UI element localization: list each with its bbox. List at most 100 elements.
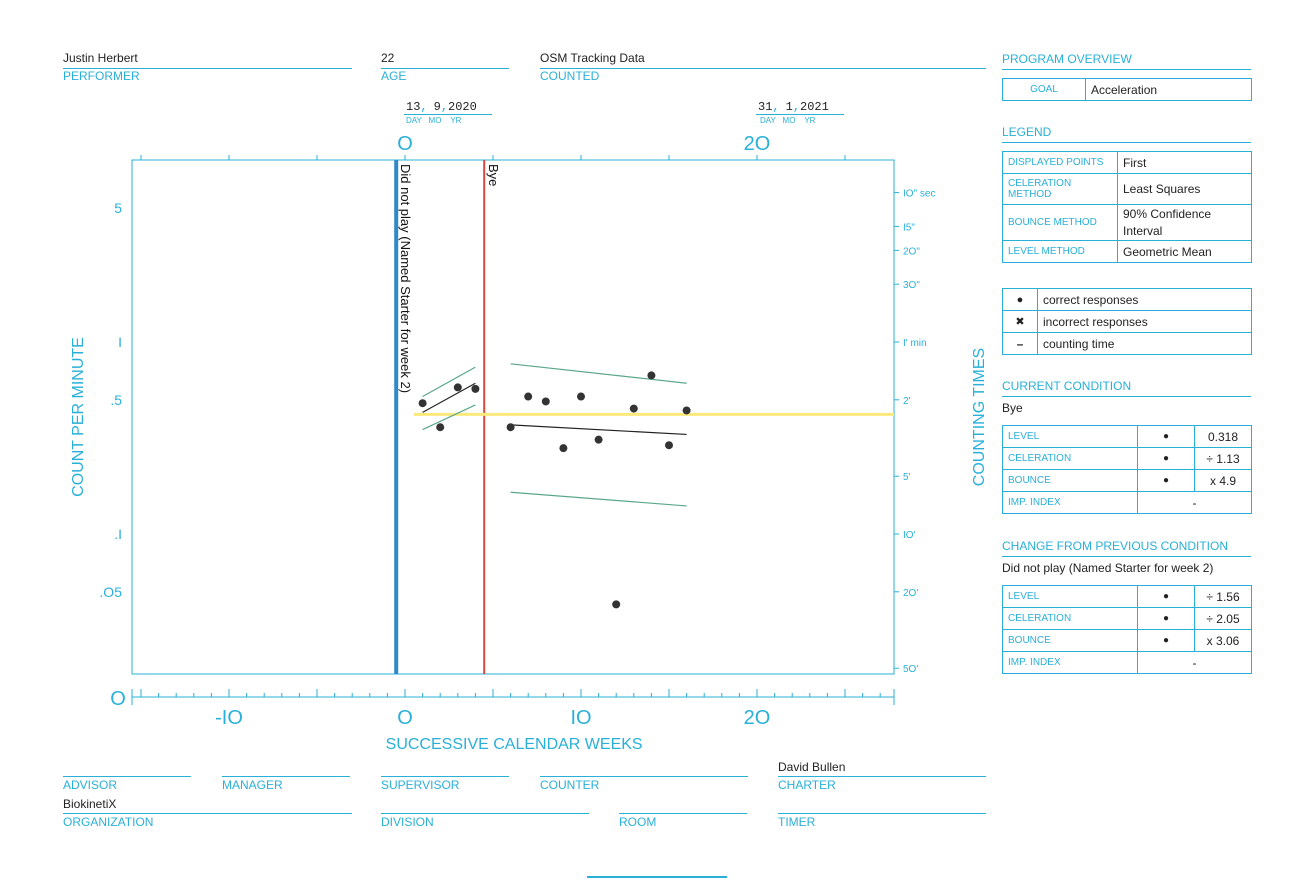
phase-label: Did not play (Named Starter for week 2): [398, 164, 413, 393]
metric-label: CELERATION: [1002, 607, 1138, 630]
legend-row-value: Least Squares: [1117, 173, 1252, 205]
legend-symbol-row: ✖ incorrect responses: [1002, 310, 1252, 333]
y-tick-label: .I: [114, 526, 122, 542]
x-tick-label: IO: [570, 707, 591, 729]
timer-label: TIMER: [778, 815, 816, 829]
metric-label: BOUNCE: [1002, 629, 1138, 652]
goal-label: GOAL: [1002, 78, 1086, 101]
cross-icon: ✖: [1002, 310, 1038, 333]
y2-tick-label: 2': [903, 396, 911, 407]
charter-rule: [778, 776, 986, 777]
metric-value: -: [1137, 651, 1252, 674]
performer-value: Justin Herbert: [63, 51, 138, 65]
data-point: [612, 600, 621, 609]
manager-rule: [222, 776, 350, 777]
supervisor-rule: [381, 776, 509, 777]
charter-label: CHARTER: [778, 778, 836, 792]
bounce-upper-line: [510, 363, 687, 384]
program-overview-title: PROGRAM OVERVIEW: [1002, 52, 1251, 70]
data-point: [418, 399, 427, 408]
date-end-month: 1: [785, 100, 793, 114]
data-point: [577, 392, 585, 401]
bounce-lower-line: [510, 491, 687, 507]
y-tick-label: .O5: [99, 584, 122, 600]
data-point: [471, 384, 480, 393]
age-label: AGE: [381, 69, 407, 83]
metric-label: BOUNCE: [1002, 469, 1138, 492]
date-end-year: 2021: [800, 100, 829, 114]
current-condition-title: CURRENT CONDITION: [1002, 379, 1251, 397]
legend-row-value: First: [1117, 151, 1252, 174]
advisor-rule: [63, 776, 191, 777]
data-point: [647, 371, 656, 380]
bullet-icon: ●: [1002, 288, 1038, 311]
y2-tick-label: IO" sec: [903, 189, 935, 200]
data-point: [665, 441, 673, 450]
legend-symbol-label: counting time: [1037, 332, 1252, 355]
metric-value: -: [1137, 491, 1252, 514]
counted-value: OSM Tracking Data: [540, 51, 645, 65]
bounce-lower-line: [422, 404, 476, 431]
y2-tick-label: 5O': [903, 664, 918, 675]
celeration-line: [422, 382, 476, 413]
legend-row: BOUNCE METHOD 90% Confidence Interval: [1002, 204, 1252, 241]
current-condition-table: LEVEL ● 0.318 CELERATION ● ÷ 1.13 BOUNCE ● x 4…: [1002, 425, 1252, 514]
goal-row: GOAL Acceleration: [1002, 78, 1252, 101]
x-tick-label: O: [397, 707, 413, 729]
bullet-icon: ●: [1137, 425, 1195, 448]
current-condition-row: IMP. INDEX -: [1002, 491, 1252, 514]
change-from-previous-name: Did not play (Named Starter for week 2): [1002, 561, 1214, 575]
change-row: BOUNCE ● x 3.06: [1002, 629, 1252, 652]
data-point: [524, 392, 533, 401]
manager-label: MANAGER: [222, 778, 283, 792]
age-rule: [381, 68, 509, 69]
change-row: LEVEL ● ÷ 1.56: [1002, 585, 1252, 608]
current-condition-name: Bye: [1002, 401, 1023, 415]
date-start-month: 9: [433, 100, 441, 114]
counter-label: COUNTER: [540, 778, 600, 792]
bounce-upper-line: [422, 366, 476, 398]
legend-symbol-label: correct responses: [1037, 288, 1252, 311]
date-start-rule: [404, 114, 492, 115]
x-zero-label: O: [110, 688, 126, 710]
metric-label: IMP. INDEX: [1002, 491, 1138, 514]
age-value: 22: [381, 51, 395, 65]
dash-icon: –: [1002, 332, 1038, 355]
data-point: [436, 423, 445, 432]
performer-label: PERFORMER: [63, 69, 140, 83]
metric-label: LEVEL: [1002, 425, 1138, 448]
legend-row: DISPLAYED POINTS First: [1002, 151, 1252, 174]
x-tick-label: 2O: [744, 707, 771, 729]
y-axis-title: COUNT PER MINUTE: [70, 337, 87, 497]
y-tick-label: I: [118, 334, 122, 350]
y2-tick-label: 5': [903, 472, 911, 483]
legend-row-value: Geometric Mean: [1117, 240, 1252, 263]
date-end-labels: DAY MO YR: [760, 116, 816, 125]
current-condition-row: CELERATION ● ÷ 1.13: [1002, 447, 1252, 470]
legend-symbol-row: – counting time: [1002, 332, 1252, 355]
plot-frame: [131, 159, 895, 675]
change-from-previous-table: LEVEL ● ÷ 1.56 CELERATION ● ÷ 2.05 BOUNCE ● x …: [1002, 585, 1252, 674]
data-point: [682, 406, 691, 415]
date-start: 13, 9,2020: [406, 100, 477, 114]
bottom-tab-indicator: [587, 876, 727, 878]
x-tick-label: -IO: [215, 707, 243, 729]
goal-value: Acceleration: [1085, 78, 1252, 101]
date-end-day: 31: [758, 100, 773, 114]
data-point: [559, 444, 568, 453]
legend-row-label: BOUNCE METHOD: [1002, 204, 1118, 241]
advisor-label: ADVISOR: [63, 778, 118, 792]
program-overview-table: GOAL Acceleration: [1002, 78, 1252, 101]
current-condition-row: LEVEL ● 0.318: [1002, 425, 1252, 448]
organization-label: ORGANIZATION: [63, 815, 154, 829]
y2-tick-label: I5": [903, 222, 915, 233]
current-condition-row: BOUNCE ● x 4.9: [1002, 469, 1252, 492]
performer-rule: [63, 68, 352, 69]
division-rule: [381, 813, 589, 814]
data-point: [629, 404, 638, 413]
y2-tick-label: IO': [903, 530, 916, 541]
bullet-icon: ●: [1137, 629, 1195, 652]
celeration-line: [510, 424, 687, 436]
top-tick-label: O: [397, 133, 413, 155]
date-start-labels: DAY MO YR: [406, 116, 462, 125]
